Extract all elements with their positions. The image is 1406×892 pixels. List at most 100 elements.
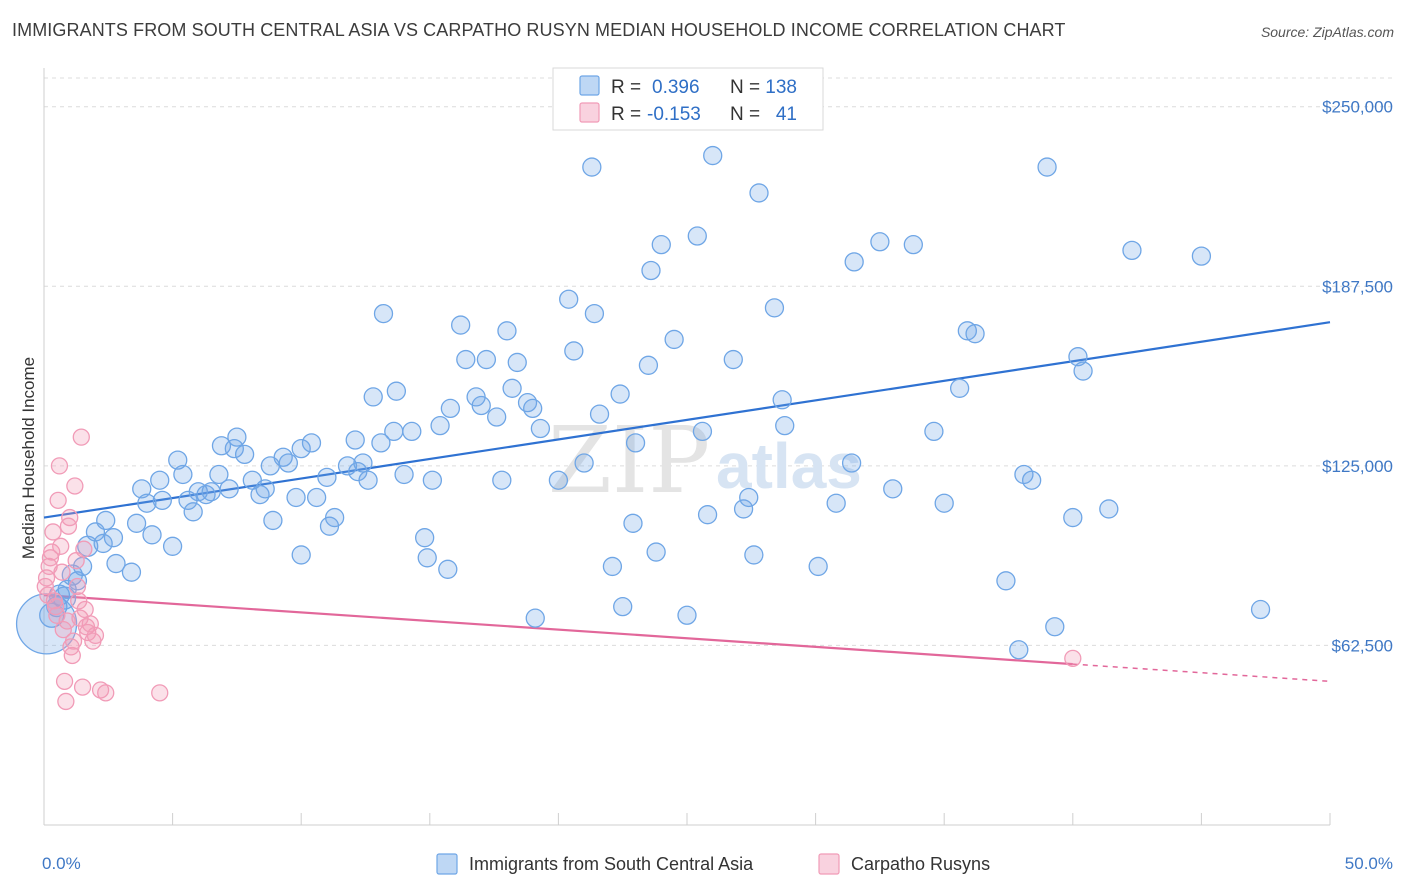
data-point — [1064, 649, 1082, 668]
data-point — [949, 378, 970, 398]
y-axis-label: Median Household Income — [19, 357, 38, 559]
data-point — [71, 609, 89, 627]
legend-r-value: 0.396 — [652, 77, 700, 98]
data-point — [613, 596, 633, 617]
data-point — [438, 559, 458, 579]
data-point — [384, 421, 404, 442]
data-point — [66, 477, 84, 495]
data-point — [337, 456, 358, 476]
data-point — [841, 453, 862, 473]
data-point — [45, 592, 63, 610]
data-point — [48, 606, 66, 624]
data-point — [345, 430, 365, 450]
bottom-legend-swatch-immigrants — [436, 853, 458, 875]
data-point — [55, 672, 74, 690]
data-point — [456, 349, 476, 370]
data-point — [68, 577, 87, 596]
data-point — [903, 234, 923, 255]
data-point — [291, 438, 311, 459]
data-point — [126, 513, 147, 533]
data-point — [103, 528, 124, 548]
data-point — [703, 145, 723, 166]
watermark: ZIP atlas — [548, 407, 862, 514]
legend-n-value: 138 — [765, 77, 797, 98]
y-tick-label: $125,000 — [1322, 457, 1393, 476]
data-point — [641, 260, 661, 281]
data-point — [250, 484, 270, 505]
data-point — [44, 523, 62, 541]
data-point — [219, 479, 239, 499]
data-point — [86, 626, 105, 645]
data-point — [373, 303, 394, 324]
data-point — [142, 525, 162, 545]
y-tick-label: $250,000 — [1322, 98, 1393, 117]
data-point — [67, 571, 88, 591]
data-point — [844, 252, 864, 272]
data-point — [106, 553, 126, 574]
data-point — [121, 562, 142, 582]
data-point — [564, 341, 584, 361]
data-point — [1063, 507, 1083, 528]
data-point — [57, 692, 75, 711]
legend-n-label: N = — [730, 77, 760, 98]
data-point — [97, 684, 115, 702]
data-point — [150, 470, 170, 490]
data-point — [358, 470, 378, 490]
data-point — [201, 482, 221, 502]
data-point — [291, 545, 311, 565]
data-point — [692, 421, 713, 442]
data-point — [75, 540, 93, 558]
data-point — [64, 632, 83, 650]
data-point — [924, 421, 944, 442]
data-point — [422, 470, 443, 490]
data-point — [363, 387, 383, 407]
data-point — [723, 349, 743, 370]
bottom-legend: Immigrants from South Central Asia Carpa… — [436, 853, 990, 875]
series-carpatho — [36, 428, 1082, 711]
y-tick-label: $62,500 — [1332, 636, 1393, 655]
data-point — [91, 681, 110, 699]
data-point — [574, 453, 594, 473]
data-point — [764, 298, 785, 318]
data-point — [61, 508, 79, 527]
data-point — [651, 234, 671, 255]
data-point — [227, 427, 247, 447]
data-point — [1191, 246, 1212, 266]
data-point — [697, 505, 718, 525]
data-point — [664, 329, 684, 350]
data-point — [548, 470, 569, 490]
legend-r-label: R = — [611, 77, 641, 98]
legend-frame — [552, 67, 824, 131]
data-point — [826, 493, 846, 513]
data-point — [1250, 599, 1271, 620]
data-point — [772, 390, 792, 410]
data-point — [625, 433, 646, 453]
data-point — [733, 499, 754, 519]
data-point — [353, 453, 373, 473]
data-point — [430, 415, 450, 436]
chart-title: IMMIGRANTS FROM SOUTH CENTRAL ASIA VS CA… — [12, 20, 1066, 40]
data-point — [43, 543, 61, 561]
data-point — [870, 232, 890, 252]
data-point — [93, 533, 113, 554]
legend-r-value: -0.153 — [647, 104, 701, 125]
data-point — [1122, 240, 1142, 261]
data-point — [957, 321, 977, 341]
legend-n-label: N = — [730, 104, 760, 125]
data-point — [497, 321, 517, 341]
data-point — [306, 487, 327, 508]
data-point — [70, 592, 88, 610]
data-point — [76, 600, 94, 619]
data-point — [883, 479, 903, 499]
data-point — [41, 549, 60, 567]
data-point — [386, 381, 407, 401]
data-point — [451, 315, 471, 335]
data-point — [59, 517, 78, 535]
data-point — [502, 378, 522, 398]
data-point — [440, 398, 461, 419]
x-tick-label: 0.0% — [42, 854, 81, 873]
watermark-zip: ZIP — [548, 407, 710, 514]
legend-box: R = 0.396 N = 138 R = -0.153 N = 41 — [552, 67, 824, 131]
data-point — [471, 395, 491, 416]
data-point — [744, 545, 764, 565]
